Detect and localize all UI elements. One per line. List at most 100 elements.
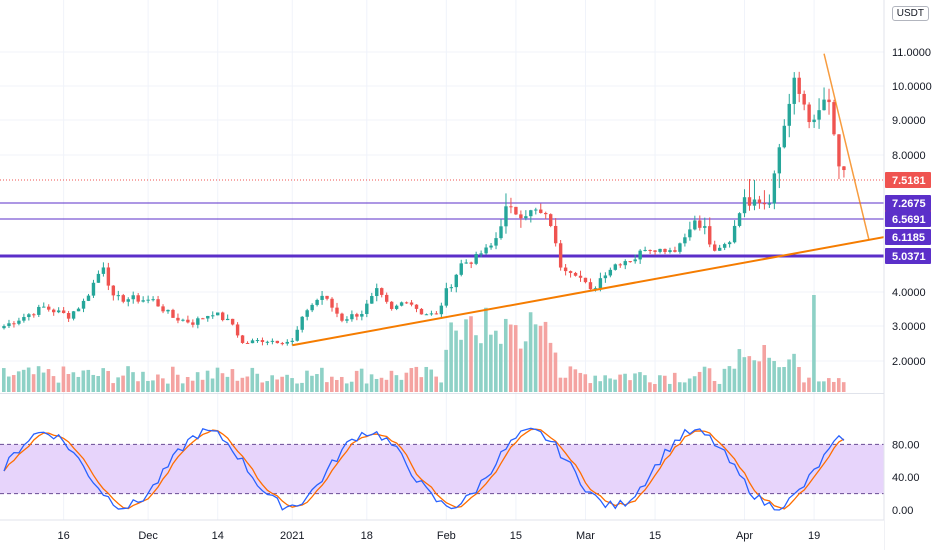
- candle-body: [603, 275, 608, 279]
- volume-bar: [538, 325, 543, 392]
- candle-body: [216, 312, 220, 316]
- volume-bar: [528, 312, 533, 392]
- volume-bar: [71, 372, 76, 392]
- volume-bars: [2, 295, 846, 392]
- candle-body: [370, 296, 374, 304]
- candle-body: [2, 326, 6, 329]
- price-badge-label: 5.0371: [892, 251, 926, 263]
- volume-bar: [419, 377, 424, 392]
- volume-bar: [548, 342, 553, 392]
- volume-bar: [359, 368, 364, 392]
- candle-body: [693, 220, 697, 230]
- candle-body: [618, 264, 622, 266]
- candle-body: [499, 226, 503, 239]
- volume-bar: [290, 378, 294, 392]
- candle-body: [315, 299, 319, 305]
- volume-bar: [479, 343, 483, 392]
- candle-body: [250, 340, 255, 344]
- time-tick-label: 16: [58, 530, 70, 542]
- volume-bar: [767, 357, 771, 392]
- candle-body: [300, 316, 304, 330]
- candle-body: [489, 245, 493, 248]
- volume-bar: [56, 382, 61, 392]
- volume-bar: [762, 345, 767, 392]
- candle-body: [529, 210, 533, 217]
- volume-bar: [86, 369, 91, 392]
- volume-bar: [81, 370, 86, 392]
- volume-bar: [827, 378, 831, 392]
- volume-bar: [146, 380, 150, 392]
- volume-bar: [170, 366, 175, 392]
- stochastic-tick-label: 0.00: [892, 505, 913, 517]
- volume-bar: [489, 334, 493, 392]
- volume-bar: [230, 369, 235, 392]
- candle-body: [116, 295, 121, 297]
- volume-bar: [513, 325, 518, 392]
- volume-bar: [131, 372, 135, 392]
- candle-body: [17, 320, 21, 324]
- volume-bar: [792, 353, 796, 392]
- candle-body: [196, 318, 200, 325]
- volume-bar: [588, 383, 593, 392]
- volume-bar: [663, 375, 667, 392]
- volume-bar: [692, 376, 697, 392]
- volume-bar: [96, 376, 101, 392]
- candle-body: [747, 197, 752, 206]
- currency-selector[interactable]: USDT: [891, 6, 929, 21]
- volume-bar: [658, 375, 662, 392]
- volume-bar: [334, 379, 339, 392]
- candle-body: [206, 315, 210, 319]
- volume-bar: [111, 383, 115, 392]
- time-axis-panel[interactable]: [0, 520, 884, 550]
- volume-bar: [593, 375, 598, 392]
- candle-body: [71, 311, 76, 319]
- candle-body: [42, 306, 46, 308]
- price-badge: [885, 211, 931, 227]
- price-axis-panel[interactable]: [884, 0, 932, 550]
- trend-lines[interactable]: [292, 53, 914, 347]
- volume-bar: [404, 372, 409, 392]
- candle-body: [285, 341, 289, 344]
- volume-bar: [643, 375, 647, 392]
- volume-bar: [16, 371, 21, 392]
- volume-bar: [21, 369, 26, 392]
- volume-bar: [633, 373, 637, 392]
- volume-bar: [638, 372, 642, 392]
- candle-body: [265, 341, 270, 343]
- candle-body: [201, 318, 205, 320]
- volume-bar: [190, 380, 195, 392]
- volume-bar: [737, 349, 742, 392]
- volume-bar: [339, 376, 344, 392]
- volume-bar: [653, 383, 657, 392]
- candle-body: [355, 314, 359, 317]
- candle-body: [22, 317, 26, 321]
- candle-body: [96, 273, 101, 283]
- time-axis-ticks: 16 Dec 14 2021 18 Feb 15 Mar 15 Apr 19: [58, 530, 821, 542]
- candle-body: [732, 225, 737, 243]
- time-tick-label: 19: [808, 530, 820, 542]
- candle-body: [842, 166, 846, 171]
- candle-body: [146, 299, 150, 301]
- volume-bar: [618, 374, 622, 392]
- volume-bar: [742, 357, 747, 392]
- volume-bar: [508, 324, 513, 392]
- candle-body: [260, 340, 265, 342]
- volume-bar: [36, 366, 41, 392]
- candle-body: [255, 340, 260, 342]
- volume-bar: [802, 382, 806, 392]
- volume-bar: [608, 378, 612, 392]
- price-badge: [885, 229, 931, 245]
- volume-bar: [91, 374, 96, 392]
- candle-body: [698, 220, 702, 228]
- volume-bar: [757, 361, 762, 392]
- candle-body: [802, 93, 806, 105]
- candle-body: [245, 342, 250, 344]
- volume-bar: [648, 382, 652, 392]
- volume-bar: [379, 377, 384, 392]
- candle-body: [653, 250, 657, 252]
- candle-body: [578, 275, 583, 278]
- volume-bar: [101, 368, 105, 392]
- price-badge-label: 7.2675: [892, 198, 926, 210]
- volume-bar: [717, 383, 722, 392]
